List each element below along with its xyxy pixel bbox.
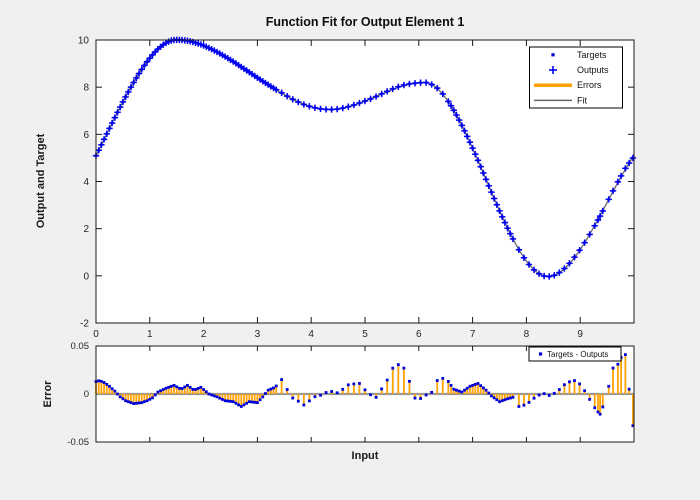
svg-text:-2: -2 xyxy=(80,319,89,330)
svg-text:3: 3 xyxy=(255,329,261,340)
error-legend-label: Targets - Outputs xyxy=(547,350,608,359)
error-axes-border xyxy=(95,345,635,443)
svg-text:6: 6 xyxy=(83,130,89,141)
svg-text:2: 2 xyxy=(201,329,207,340)
main-legend[interactable]: Targets Outputs Errors Fit xyxy=(529,46,623,109)
svg-text:7: 7 xyxy=(470,329,476,340)
main-legend-label: Outputs xyxy=(577,65,609,75)
main-legend-label: Fit xyxy=(577,95,587,105)
main-legend-label: Targets xyxy=(577,50,607,60)
svg-text:0: 0 xyxy=(93,329,99,340)
axis-ticks xyxy=(95,39,634,443)
svg-text:5: 5 xyxy=(362,329,368,340)
main-legend-label: Errors xyxy=(577,80,602,90)
svg-text:0.05: 0.05 xyxy=(71,341,90,352)
error-y-axis-label: Error xyxy=(42,380,54,408)
svg-text:6: 6 xyxy=(416,329,422,340)
x-axis-label: Input xyxy=(351,450,379,462)
svg-text:8: 8 xyxy=(524,329,530,340)
svg-text:8: 8 xyxy=(83,83,89,94)
svg-text:10: 10 xyxy=(78,36,90,47)
svg-text:4: 4 xyxy=(83,177,89,188)
svg-text:-0.05: -0.05 xyxy=(67,437,89,448)
outputs-markers xyxy=(92,36,637,280)
svg-text:0: 0 xyxy=(84,389,89,400)
main-y-axis-label: Output and Target xyxy=(35,133,47,229)
error-dots xyxy=(94,353,635,428)
svg-text:4: 4 xyxy=(308,329,314,340)
error-legend[interactable]: Targets - Outputs xyxy=(528,346,622,362)
svg-text:9: 9 xyxy=(577,329,583,340)
svg-text:2: 2 xyxy=(83,224,89,235)
svg-text:0: 0 xyxy=(83,271,89,282)
svg-text:1: 1 xyxy=(147,329,153,340)
main-axes-border xyxy=(95,39,635,324)
chart-title: Function Fit for Output Element 1 xyxy=(265,15,465,29)
